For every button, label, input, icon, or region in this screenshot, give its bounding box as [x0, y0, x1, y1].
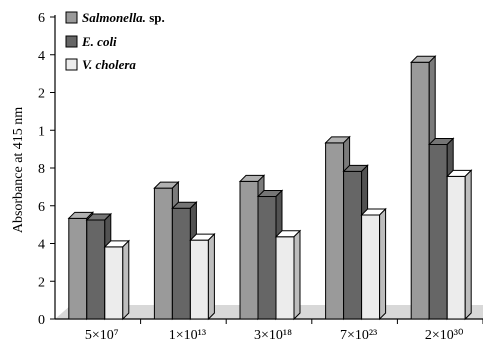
bar — [343, 170, 363, 320]
y-tick-label: 8 — [38, 162, 45, 177]
tick-labels: 0 2 4 6 8 1 2 4 6 5×10⁷ 1×10¹³ 3×10¹⁸ 7×10²³ 2×10³⁰ — [38, 11, 464, 343]
bar — [104, 246, 124, 320]
bar-side — [464, 169, 472, 321]
legend-swatch-salmonella — [65, 11, 78, 24]
bar — [171, 207, 191, 320]
bar — [361, 214, 381, 320]
bar-side — [293, 229, 301, 321]
y-tick-label: 2 — [38, 87, 45, 102]
bar-side — [122, 239, 130, 321]
bar — [189, 239, 209, 320]
bar — [153, 187, 173, 320]
bar — [257, 196, 277, 320]
bar — [275, 236, 295, 320]
legend-label-vcholera: V. cholera — [82, 57, 136, 72]
bar — [239, 180, 259, 320]
y-tick-label: 1 — [38, 124, 45, 139]
y-axis-label: Absorbance at 415 nm — [11, 107, 26, 233]
legend-label-ecoli: E. coli — [81, 34, 117, 49]
bar — [446, 175, 466, 320]
bar — [410, 61, 430, 320]
x-tick-label: 2×10³⁰ — [425, 328, 464, 343]
y-tick-label: 6 — [38, 11, 45, 26]
bar-side — [207, 232, 215, 321]
bars — [67, 55, 473, 321]
legend-swatch-vcholera — [65, 58, 78, 71]
legend-swatch-ecoli — [65, 35, 78, 48]
y-tick-label: 0 — [38, 313, 45, 328]
x-tick-label: 3×10¹⁸ — [254, 328, 292, 343]
y-tick-label: 4 — [38, 238, 45, 253]
legend-label-salmonella-sp: sp. — [149, 10, 165, 25]
bar — [428, 144, 448, 320]
legend-label-salmonella-italic: Salmonella. — [82, 10, 146, 25]
legend-label-salmonella: Salmonella. sp. — [82, 10, 165, 25]
x-tick-label: 7×10²³ — [340, 328, 377, 343]
bar-side — [379, 207, 387, 321]
bar — [325, 142, 345, 320]
y-tick-label: 4 — [38, 49, 45, 64]
x-tick-label: 5×10⁷ — [85, 328, 119, 343]
legend: Salmonella. sp. E. coli V. cholera — [65, 10, 165, 72]
bar — [68, 217, 88, 320]
bar — [86, 219, 106, 320]
y-tick-label: 6 — [38, 200, 45, 215]
x-tick-label: 1×10¹³ — [169, 328, 206, 343]
y-tick-label: 2 — [38, 275, 45, 290]
